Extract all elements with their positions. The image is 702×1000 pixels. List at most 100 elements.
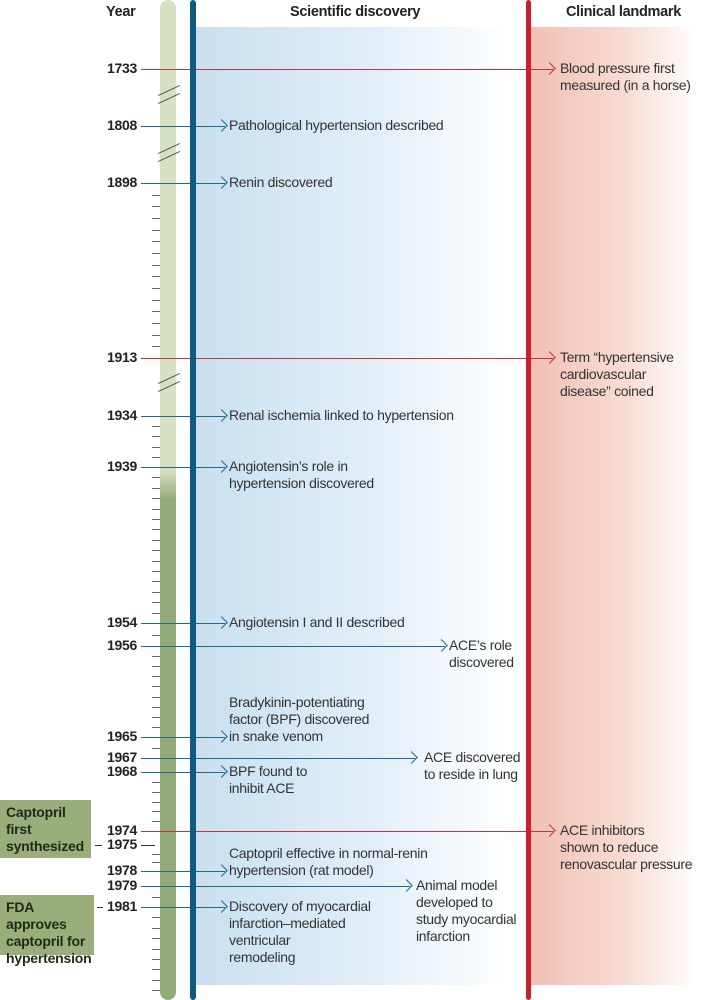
scientific-discovery-text: Discovery of myocardial infarction–media… [229,898,371,965]
year-tick [152,550,160,551]
year-tick [152,707,160,708]
year-tick [152,323,160,324]
year-tick [152,335,160,336]
year-label-1981: 1981 [107,898,137,914]
year-tick [152,498,160,499]
year-tick [152,592,160,593]
event-arrow [141,616,228,629]
year-tick [152,426,160,427]
year-tick [152,949,160,950]
event-arrow [141,460,228,473]
year-tick [152,717,160,718]
year-label-1978: 1978 [107,862,137,878]
year-tick [152,346,160,347]
scientific-discovery-text: Renal ischemia linked to hypertension [229,407,454,423]
year-label-1939: 1939 [107,458,137,474]
scientific-discovery-text: Angiotensin I and II described [229,614,405,630]
year-tick [152,666,160,667]
side-note-connector [95,845,102,846]
year-label-1979: 1979 [107,877,137,893]
year-tick [152,938,160,939]
scientific-discovery-text: Bradykinin-potentiating factor (BPF) dis… [229,694,370,744]
year-tick [152,265,160,266]
year-tick [152,697,160,698]
year-tick [152,990,160,991]
year-tick [152,980,160,981]
side-note-captopril-synthesized: Captopril first synthesized [0,800,91,858]
scientific-discovery-text: Animal model developed to study myocardi… [416,877,517,944]
year-tick [152,917,160,918]
timeline-bar [160,0,176,1000]
year-tick [152,509,160,510]
year-tick [152,792,160,793]
event-arrow [141,351,556,364]
year-tick [152,457,160,458]
year-label-1954: 1954 [107,614,137,630]
year-tick [152,686,160,687]
year-label-1974: 1974 [107,822,137,838]
year-tick [152,581,160,582]
year-tick [152,436,160,437]
event-arrow [141,639,448,652]
event-arrow [141,409,228,422]
year-tick [152,969,160,970]
year-tick [152,811,160,812]
year-tick [152,821,160,822]
year-tick [152,488,160,489]
scientific-discovery-header: Scientific discovery [290,4,421,20]
year-tick [152,571,160,572]
event-arrow [141,765,228,778]
event-arrow [141,730,228,743]
side-note-connector [97,907,103,908]
year-tick [152,447,160,448]
year-tick [152,241,160,242]
scientific-discovery-text: BPF found to inhibit ACE [229,763,308,796]
event-arrow [141,176,228,189]
year-connector-line [141,845,155,846]
scientific-divider-line [190,0,196,1000]
year-tick [152,635,160,636]
year-label-1934: 1934 [107,407,137,423]
year-tick [152,897,160,898]
year-label-1733: 1733 [107,60,137,76]
event-arrow [141,864,228,877]
year-label-1968: 1968 [107,763,137,779]
year-tick [152,656,160,657]
year-tick [152,959,160,960]
year-tick [152,748,160,749]
year-tick [152,676,160,677]
year-label-1965: 1965 [107,728,137,744]
scientific-discovery-text: Captopril effective in normal-renin hype… [229,845,428,878]
side-note-fda-approval: FDA approves captopril for hypertension [0,895,94,966]
year-tick [152,300,160,301]
scientific-discovery-text: Renin discovered [229,174,333,190]
clinical-landmark-text: Blood pressure first measured (in a hors… [560,60,691,93]
year-tick [152,519,160,520]
event-arrow [141,824,556,837]
year-tick [152,276,160,277]
year-label-1956: 1956 [107,637,137,653]
clinical-landmark-band [531,27,702,985]
year-tick [152,529,160,530]
year-label-1967: 1967 [107,749,137,765]
year-tick [152,540,160,541]
year-tick [152,477,160,478]
year-label-1898: 1898 [107,174,137,190]
year-label-1913: 1913 [107,349,137,365]
event-arrow [141,62,556,75]
scientific-discovery-text: ACE’s role discovered [449,637,514,670]
event-arrow [141,879,413,892]
year-tick [152,561,160,562]
scientific-discovery-text: ACE discovered to reside in lung [424,749,521,782]
year-tick [152,727,160,728]
year-tick [152,288,160,289]
event-arrow [141,119,228,132]
year-tick [152,782,160,783]
year-tick [152,311,160,312]
year-tick [152,253,160,254]
year-label-1975: 1975 [107,836,137,852]
scientific-discovery-text: Pathological hypertension described [229,117,444,133]
scientific-discovery-text: Angiotensin’s role in hypertension disco… [229,458,374,491]
year-tick [152,854,160,855]
year-tick [152,613,160,614]
